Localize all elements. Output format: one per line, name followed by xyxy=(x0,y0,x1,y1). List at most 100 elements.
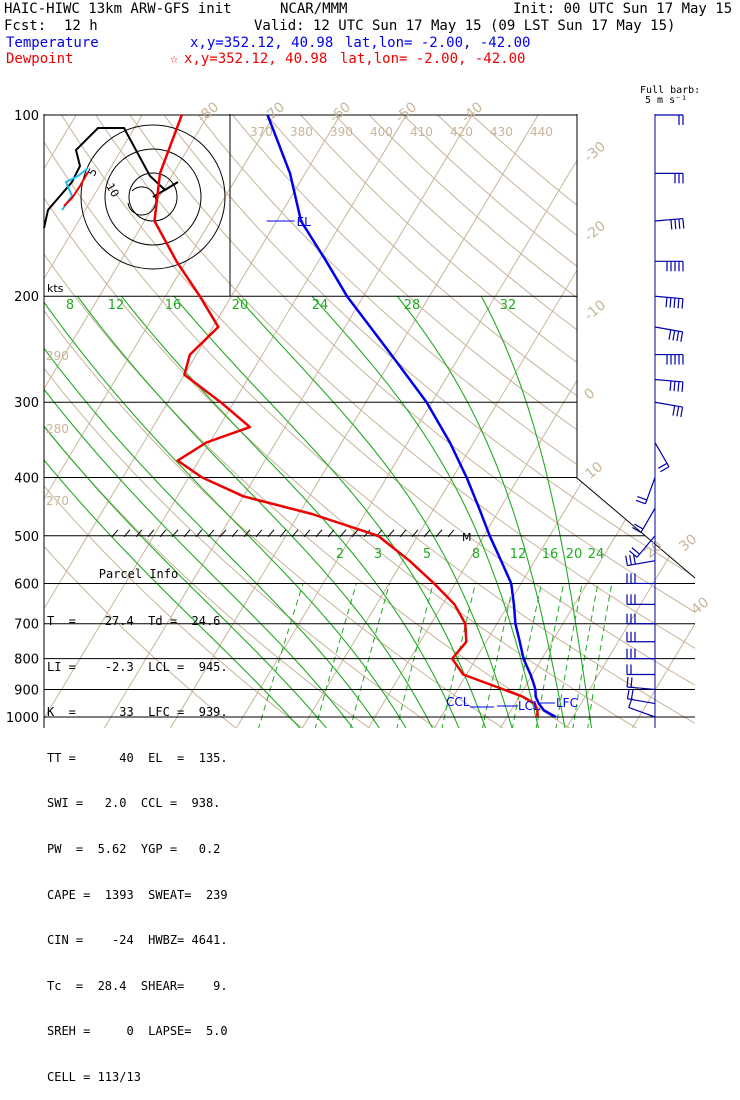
isotherm-line xyxy=(433,115,740,730)
wind-barb-flag xyxy=(636,500,645,503)
hodograph-trace xyxy=(44,128,178,228)
hodograph-ring-label: 10 xyxy=(103,181,121,200)
parcel-row: K = 33 LFC = 939. xyxy=(47,705,230,720)
pressure-tick-label: 1000 xyxy=(6,711,39,726)
isotherm-tick-label: -70 xyxy=(260,99,288,126)
barb-key-units: 5 m s⁻¹ xyxy=(645,96,687,106)
parcel-row: T = 27.4 Td = 24.6 xyxy=(47,614,230,629)
el-label: EL xyxy=(297,215,312,229)
lfc-label: LFC xyxy=(556,696,578,710)
theta-e-label: 270 xyxy=(46,494,69,508)
dry-adiabat-line xyxy=(164,115,740,730)
isotherm-tick-label: 0 xyxy=(581,385,598,403)
wind-barb-flag xyxy=(674,298,675,308)
wind-barb-flag xyxy=(670,298,671,308)
pressure-tick-label: 300 xyxy=(14,396,39,411)
isotherm-tick-label: -60 xyxy=(326,99,354,126)
hodograph-units: kts xyxy=(47,282,64,295)
temperature-legend-label: Temperature xyxy=(6,35,99,51)
isotherm-tick-label: 30 xyxy=(676,531,700,555)
wind-barb xyxy=(655,355,683,365)
mixing-ratio-line xyxy=(397,583,434,729)
diagram-right-edge xyxy=(577,114,695,578)
parcel-row: PW = 5.62 YGP = 0.2 xyxy=(47,842,230,857)
isotherm-tick-label: 20 xyxy=(642,538,666,562)
wind-barb-shaft xyxy=(629,707,655,717)
mixing-ratio-label: 24 xyxy=(588,547,605,562)
wind-barb xyxy=(655,327,683,342)
wind-barb-flag xyxy=(627,677,628,687)
parcel-row: CIN = -24 HWBZ= 4641. xyxy=(47,933,230,948)
mixing-ratio-label: 8 xyxy=(66,298,74,313)
wind-barb-flag xyxy=(627,689,629,699)
pressure-tick-label: 400 xyxy=(14,471,39,486)
theta-e-label: 280 xyxy=(46,422,69,436)
wind-barb xyxy=(627,649,655,659)
wind-barb-flag xyxy=(660,467,669,472)
wind-barb-flag xyxy=(673,406,675,416)
wind-barb-flag xyxy=(673,330,675,340)
isotherm-tick-label: -30 xyxy=(581,139,609,166)
wind-barb xyxy=(627,677,655,689)
theta-label: 410 xyxy=(410,125,433,139)
theta-label: 430 xyxy=(490,125,513,139)
temperature-xy: x,y=352.12, 40.98 xyxy=(190,35,333,51)
pressure-tick-label: 900 xyxy=(14,683,39,698)
wind-barb-shaft xyxy=(645,477,655,503)
lcl-label: LCL xyxy=(518,699,540,713)
wind-barb xyxy=(627,632,655,642)
dewpoint-xy: x,y=352.12, 40.98 xyxy=(184,51,327,67)
theta-e-label: 290 xyxy=(46,349,69,363)
wind-barb-flag xyxy=(626,556,628,566)
wind-barb-flag xyxy=(669,330,671,340)
isotherm-tick-label: 10 xyxy=(582,459,606,483)
mixing-ratio-label: 5 xyxy=(423,547,431,562)
pressure-tick-label: 100 xyxy=(14,109,39,124)
mixing-ratio-label: 16 xyxy=(165,298,182,313)
isotherm-line xyxy=(301,115,670,730)
mixing-ratio-line xyxy=(315,583,357,729)
temperature-latlon: lat,lon= -2.00, -42.00 xyxy=(345,35,530,51)
isotherm-line xyxy=(631,115,740,730)
mixing-ratio-line xyxy=(350,583,390,729)
parcel-info-table: Parcel Info T = 27.4 Td = 24.6 LI = -2.3… xyxy=(47,537,230,1100)
dry-adiabat-line xyxy=(472,115,740,730)
isotherm-tick-label: 40 xyxy=(688,594,712,618)
wind-barb-flag xyxy=(677,406,679,416)
m-marker: M xyxy=(462,531,472,544)
mixing-ratio-label: 16 xyxy=(542,547,559,562)
wind-barb-flag xyxy=(678,382,679,392)
wind-barb xyxy=(655,379,683,391)
wind-barb-flag xyxy=(670,381,671,391)
wind-barb-flag xyxy=(678,298,679,308)
wind-barb-flag xyxy=(637,497,646,500)
dewpoint-star-icon: ☆ xyxy=(170,51,178,67)
wind-barb xyxy=(655,219,684,230)
theta-label: 420 xyxy=(450,125,473,139)
wind-barb xyxy=(655,261,683,271)
wind-barb xyxy=(655,443,669,472)
pressure-tick-label: 500 xyxy=(14,530,39,545)
fcst-value: 12 h xyxy=(64,18,98,34)
pressure-tick-label: 600 xyxy=(14,577,39,592)
isotherm-tick-label: -80 xyxy=(194,99,222,126)
wind-barb xyxy=(627,665,655,675)
parcel-row: CAPE = 1393 SWEAT= 239 xyxy=(47,888,230,903)
mixing-ratio-label: 3 xyxy=(374,547,382,562)
wind-barb-flag xyxy=(666,297,667,307)
wind-barb-flag xyxy=(630,555,632,565)
isotherm-tick-label: -20 xyxy=(581,218,609,245)
wind-barb-flag xyxy=(674,381,675,391)
wind-barb xyxy=(636,477,655,503)
dewpoint-legend-label: Dewpoint xyxy=(6,51,73,67)
wind-barb-flag xyxy=(681,332,683,342)
pressure-tick-label: 800 xyxy=(14,653,39,668)
wind-barb xyxy=(655,402,683,417)
mixing-ratio-label: 12 xyxy=(108,298,125,313)
pressure-tick-label: 200 xyxy=(14,290,39,305)
mixing-ratio-label: 12 xyxy=(510,547,527,562)
mixing-ratio-label: 28 xyxy=(404,298,421,313)
theta-label: 440 xyxy=(530,125,553,139)
moist-adiabat-line xyxy=(312,296,539,730)
